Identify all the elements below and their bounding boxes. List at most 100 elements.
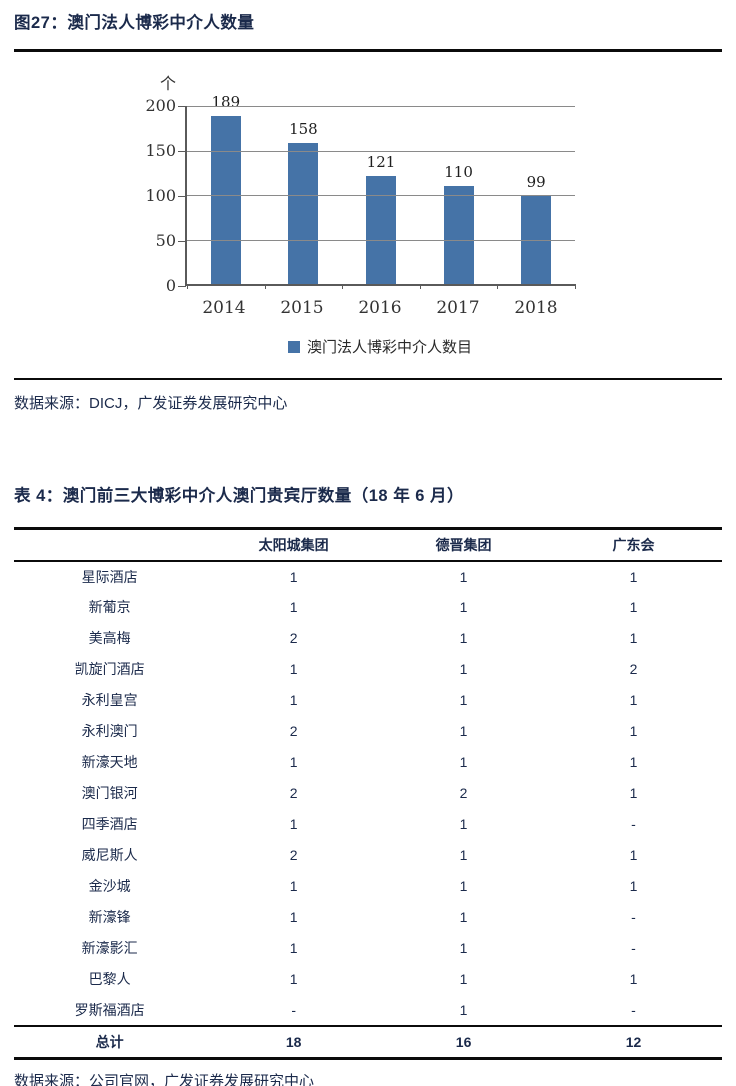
hotel-name-cell: 凯旋门酒店 (74, 661, 145, 677)
bar: 189 (210, 93, 241, 284)
value-cell: 2 (289, 847, 298, 863)
table-row: 永利皇宫 1 1 1 (14, 685, 722, 716)
value-cell: 1 (459, 971, 468, 987)
hotel-name-cell: 威尼斯人 (81, 847, 138, 863)
bar: 110 (443, 163, 474, 284)
value-cell: 1 (289, 568, 298, 585)
value-cell: 2 (289, 630, 298, 646)
table-row: 永利澳门 2 1 1 (14, 716, 722, 747)
value-cell: 1 (459, 847, 468, 863)
table-row: 凯旋门酒店 1 1 2 (14, 654, 722, 685)
value-cell: 1 (459, 568, 468, 585)
bar-slot: 121 (342, 106, 420, 284)
table-row: 新葡京 1 1 1 (14, 592, 722, 623)
value-cell: 1 (459, 754, 468, 770)
hotel-name-cell: 永利澳门 (81, 723, 138, 739)
table-source: 数据来源：公司官网，广发证券发展研究中心 (14, 1073, 315, 1086)
x-axis-labels: 2014 2015 2016 2017 2018 (185, 298, 575, 318)
value-cell: 1 (629, 971, 638, 987)
value-cell: 2 (289, 723, 298, 739)
x-axis-tick-mark (187, 284, 188, 289)
total-value-cell: 16 (382, 1024, 545, 1060)
hotel-name-cell: 新濠影汇 (81, 940, 138, 956)
chart-plot-area: 189 158 121 110 99 (185, 93, 576, 289)
y-axis-tick-label: 200 (145, 96, 176, 115)
value-cell: 2 (629, 661, 638, 677)
legend-swatch-icon (287, 340, 300, 353)
column-header: 广东会 (544, 528, 722, 562)
value-cell: 1 (459, 909, 468, 925)
y-axis-tick-mark (178, 196, 186, 197)
y-axis-tick-label: 100 (145, 186, 176, 205)
value-cell: 1 (289, 692, 298, 708)
title-divider (14, 49, 722, 52)
value-cell: 1 (459, 599, 468, 615)
y-axis-tick-label: 50 (155, 231, 176, 250)
value-cell: 1 (629, 599, 638, 615)
value-cell: 1 (289, 940, 298, 956)
table-row: 金沙城 1 1 1 (14, 871, 722, 902)
x-axis-tick-mark (264, 284, 266, 289)
y-axis-tick-mark (178, 286, 186, 287)
bar: 121 (365, 153, 396, 284)
hotel-name-cell: 星际酒店 (81, 568, 138, 585)
bar-value-label: 158 (289, 120, 318, 139)
bar-series: 189 158 121 110 99 (187, 93, 575, 284)
x-axis-tick-mark (342, 284, 344, 289)
value-cell: - (291, 1001, 296, 1018)
x-axis-category-label: 2016 (358, 298, 402, 318)
hotel-name-cell: 永利皇宫 (81, 692, 138, 708)
value-cell: - (631, 940, 636, 956)
hotel-name-cell: 四季酒店 (81, 816, 138, 832)
value-cell: 2 (289, 785, 298, 801)
hotel-name-cell: 新濠天地 (81, 754, 138, 770)
value-cell: 1 (459, 878, 468, 894)
table-row: 罗斯福酒店 - 1 - (14, 995, 722, 1026)
value-cell: 1 (459, 661, 468, 677)
table-row: 巴黎人 1 1 1 (14, 964, 722, 995)
value-cell: - (631, 816, 636, 832)
value-cell: - (631, 909, 636, 925)
value-cell: 1 (289, 878, 298, 894)
value-cell: 1 (629, 754, 638, 770)
hotel-name-cell: 新葡京 (88, 599, 131, 615)
value-cell: 1 (629, 878, 638, 894)
gridline (187, 106, 575, 107)
table-row: 四季酒店 1 1 - (14, 809, 722, 840)
bar: 158 (288, 120, 319, 284)
value-cell: 1 (459, 816, 468, 832)
legend-label: 澳门法人博彩中介人数目 (306, 338, 472, 356)
gridline (187, 150, 575, 152)
table-row: 新濠影汇 1 1 - (14, 933, 722, 964)
figure-source: 数据来源：DICJ，广发证券发展研究中心 (14, 395, 288, 412)
report-page: 图27：澳门法人博彩中介人数量 个 189 158 121 110 99 2014 201… (14, 0, 722, 1086)
total-label: 总计 (14, 1024, 206, 1060)
y-axis-tick-label: 150 (145, 141, 176, 160)
hotel-name-cell: 美高梅 (88, 630, 131, 646)
bar-slot: 158 (265, 106, 343, 284)
value-cell: 1 (459, 940, 468, 956)
x-axis-tick-mark (497, 284, 499, 289)
value-cell: 1 (289, 661, 298, 677)
x-axis-tick-mark (419, 284, 421, 289)
bar-value-label: 121 (366, 153, 396, 172)
gridline (187, 195, 575, 196)
hotel-name-cell: 澳门银河 (81, 785, 138, 801)
table-title: 表 4：澳门前三大博彩中介人澳门贵宾厅数量（18 年 6 月） (14, 487, 465, 505)
total-value-cell: 12 (544, 1024, 722, 1060)
table-body: 星际酒店 1 1 1 新葡京 1 1 1 美高梅 2 1 1 凯旋门酒店 1 1 2 永利皇宫 1 1 1 永利澳门 2 1… (14, 561, 722, 1026)
value-cell: 1 (289, 971, 298, 987)
column-header (14, 528, 206, 562)
value-cell: 1 (459, 1001, 468, 1018)
hotel-name-cell: 罗斯福酒店 (74, 1001, 145, 1018)
hotel-name-cell: 新濠锋 (88, 909, 131, 925)
bar-value-label: 99 (526, 172, 546, 191)
x-axis-category-label: 2018 (514, 298, 558, 318)
chart-legend: 澳门法人博彩中介人数目 (185, 336, 575, 357)
table-row: 星际酒店 1 1 1 (14, 561, 722, 592)
table-row: 新濠锋 1 1 - (14, 902, 722, 933)
x-axis-category-label: 2015 (280, 298, 324, 318)
table-header-row: 太阳城集团 德晋集团 广东会 (14, 528, 722, 562)
x-axis-tick-mark (575, 284, 576, 289)
column-header: 德晋集团 (382, 528, 545, 562)
